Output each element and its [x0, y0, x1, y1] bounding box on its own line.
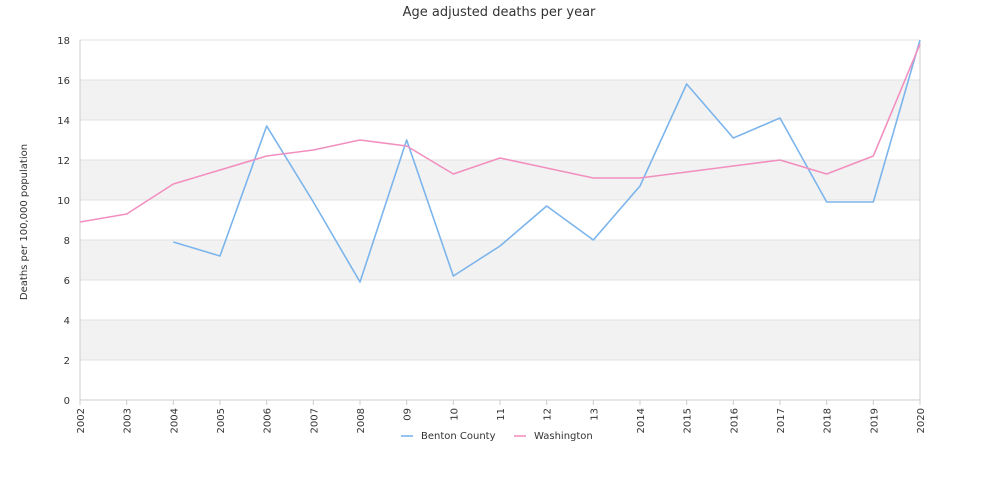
y-tick-label: 2: [64, 356, 70, 367]
x-tick-label: 2005: [216, 408, 227, 433]
grid-band: [80, 120, 920, 160]
grid-band: [80, 320, 920, 360]
x-tick-label: 12: [543, 408, 554, 421]
grid-band: [80, 160, 920, 200]
x-tick-label: 2006: [263, 408, 274, 433]
legend-label-washington: Washington: [534, 431, 593, 442]
y-tick-label: 10: [57, 196, 70, 207]
series-lines: [79, 39, 921, 283]
x-tick-label: 2017: [776, 408, 787, 433]
grid-band: [80, 40, 920, 80]
y-axis-ticks: 0 2 4 6 8 10 12 14 16 18: [57, 36, 70, 407]
x-tick-label: 2008: [356, 408, 367, 433]
x-tick-label: 2014: [636, 408, 647, 433]
x-tick-label: 2015: [683, 408, 694, 433]
grid-band: [80, 360, 920, 400]
series-line-washington: [79, 43, 921, 223]
y-tick-label: 16: [57, 76, 70, 87]
grid-lines: [79, 39, 921, 401]
y-tick-label: 4: [64, 316, 70, 327]
x-tick-label: 2019: [869, 408, 880, 433]
y-tick-label: 12: [57, 156, 70, 167]
y-axis-label: Deaths per 100,000 population: [19, 144, 30, 300]
x-tick-label: 13: [589, 408, 600, 421]
x-tick-label: 2018: [823, 408, 834, 433]
grid-band: [80, 280, 920, 320]
series-line-benton-county: [173, 39, 921, 283]
x-tick-label: 09: [403, 408, 414, 421]
grid-band: [80, 80, 920, 120]
x-tick-label: 2016: [729, 408, 740, 433]
y-tick-label: 6: [64, 276, 70, 287]
x-tick-label: 2007: [309, 408, 320, 433]
legend: Benton County Washington: [401, 431, 593, 442]
x-tick-label: 2020: [916, 408, 927, 433]
y-tick-label: 18: [57, 36, 70, 47]
x-tick-label: 11: [496, 408, 507, 421]
y-tick-label: 14: [57, 116, 70, 127]
legend-label-benton-county: Benton County: [421, 431, 496, 442]
chart-title: Age adjusted deaths per year: [403, 5, 596, 20]
x-tick-label: 2002: [76, 408, 87, 433]
y-tick-label: 0: [64, 396, 70, 407]
grid-band: [80, 200, 920, 240]
grid-bands: [80, 40, 920, 400]
y-tick-label: 8: [64, 236, 70, 247]
x-tick-label: 2004: [169, 408, 180, 433]
x-axis-ticks: 2002 2003 2004 2005 2006 2007 2008 09 10 11 12 13 20…: [76, 400, 927, 433]
x-tick-label: 2003: [123, 408, 134, 433]
x-tick-label: 10: [449, 408, 460, 421]
